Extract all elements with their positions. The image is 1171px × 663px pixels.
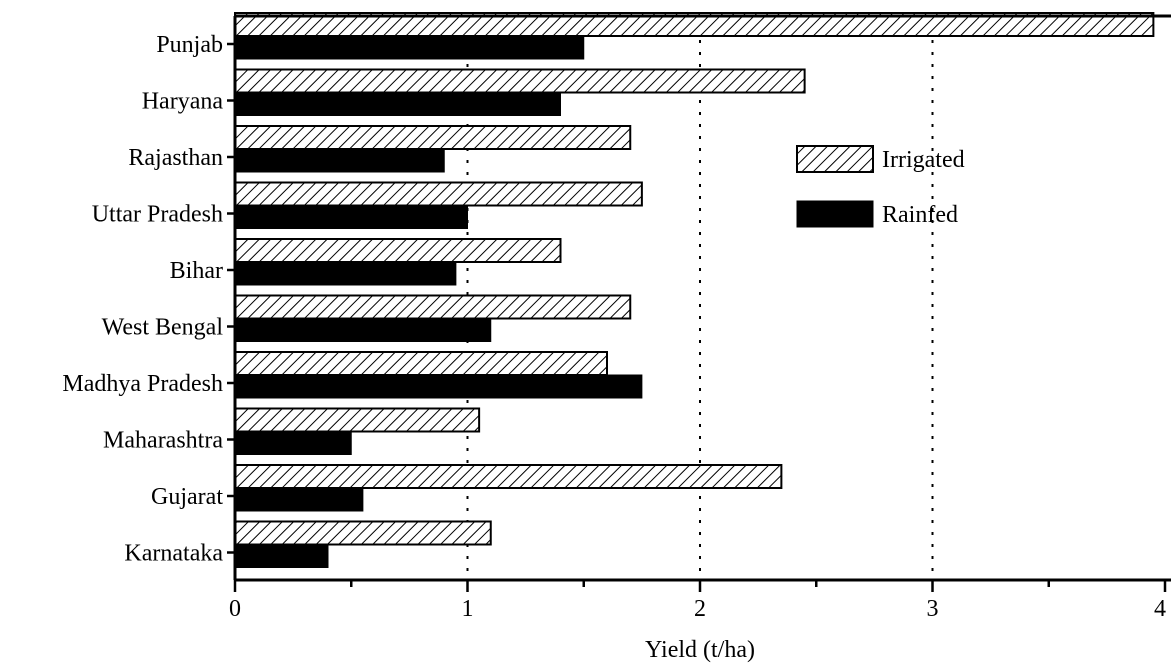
bar-irrigated-maharashtra	[234, 407, 481, 433]
x-tick-label: 4	[1154, 596, 1166, 622]
x-tick-label: 0	[229, 596, 241, 622]
bars	[234, 12, 1155, 568]
y-tick-label: Madhya Pradesh	[62, 371, 223, 397]
y-tick-label: Haryana	[142, 89, 224, 115]
x-axis-title: Yield (t/ha)	[645, 637, 755, 663]
y-tick-labels: Punjab Haryana Rajasthan Uttar Pradesh Bihar…	[62, 32, 223, 567]
y-tick-label: Uttar Pradesh	[92, 202, 223, 228]
x-tick-labels: 0 1 2 3 4	[229, 596, 1166, 622]
bar-rainfed-haryana	[234, 92, 561, 116]
bar-rainfed-gujarat	[234, 487, 364, 512]
bar-rainfed-madhya-pradesh	[234, 374, 643, 399]
y-tick-label: Rajasthan	[128, 145, 223, 171]
bar-irrigated-west-bengal	[234, 294, 632, 320]
bar-irrigated-rajasthan	[234, 125, 632, 150]
bar-rainfed-west-bengal	[234, 318, 492, 342]
legend-swatch-rainfed	[796, 200, 874, 228]
bar-irrigated-bihar	[234, 238, 562, 263]
y-tick-label: Punjab	[156, 32, 223, 58]
x-tick-label: 2	[694, 596, 706, 622]
y-tick-label: Gujarat	[151, 484, 223, 510]
legend-swatch-irrigated	[796, 145, 874, 173]
bar-rainfed-bihar	[234, 261, 457, 286]
x-tick-label: 1	[462, 596, 474, 622]
bar-rainfed-maharashtra	[234, 431, 352, 455]
legend: Irrigated Rainfed	[796, 145, 965, 228]
bar-irrigated-haryana	[234, 68, 806, 94]
legend-label-rainfed: Rainfed	[882, 202, 958, 228]
y-tick-label: West Bengal	[102, 315, 224, 341]
bar-irrigated-madhya-pradesh	[234, 351, 608, 376]
y-tick-label: Maharashtra	[103, 428, 223, 454]
y-tick-label: Bihar	[170, 258, 223, 284]
bar-rainfed-rajasthan	[234, 148, 445, 173]
bar-irrigated-gujarat	[234, 464, 783, 489]
bar-irrigated-karnataka	[234, 520, 492, 546]
legend-label-irrigated: Irrigated	[882, 147, 965, 173]
y-tick-label: Karnataka	[124, 541, 223, 567]
x-tick-label: 3	[927, 596, 939, 622]
bar-rainfed-punjab	[234, 35, 585, 60]
axes	[227, 14, 1171, 592]
bar-rainfed-uttar-pradesh	[234, 205, 468, 229]
bar-irrigated-uttar-pradesh	[234, 181, 643, 207]
bar-rainfed-karnataka	[234, 544, 329, 568]
